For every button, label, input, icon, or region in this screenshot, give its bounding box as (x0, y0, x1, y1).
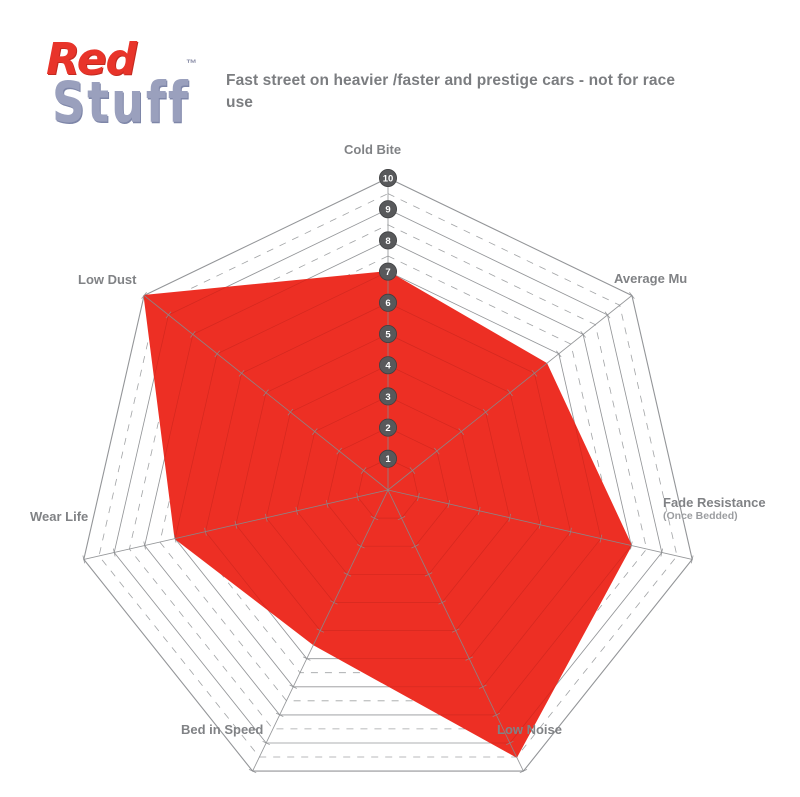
axis-label-fade-resistance: Fade Resistance (Once Bedded) (663, 495, 766, 523)
svg-text:4: 4 (385, 361, 391, 372)
radar-tick-badge-1: 1 (378, 449, 397, 468)
radar-spoke-layer (82, 177, 694, 774)
axis-label-sublabel: (Once Bedded) (663, 510, 738, 523)
svg-text:5: 5 (385, 329, 391, 340)
radar-tick-badge-2: 2 (378, 418, 397, 437)
radar-tick-badge-3: 3 (378, 387, 397, 406)
radar-tick-badge-10: 10 (378, 168, 397, 187)
svg-text:1: 1 (385, 454, 391, 465)
radar-tick-badge-4: 4 (378, 356, 397, 375)
axis-label-text: Cold Bite (344, 142, 402, 157)
axis-label-low-noise: Low Noise (497, 722, 562, 737)
svg-text:6: 6 (385, 298, 390, 309)
trademark-symbol: ™ (186, 58, 197, 70)
radar-tick-badges: 1 2 3 4 5 6 7 8 9 10 (378, 168, 397, 468)
svg-text:2: 2 (385, 423, 390, 434)
axis-label-text: Low Noise (497, 722, 563, 737)
svg-text:10: 10 (383, 173, 394, 184)
axis-label-text: Bed in Speed (181, 722, 264, 737)
brand-logo: Red Stuff ™ (36, 38, 216, 138)
axis-label-text: Fade Resistance (663, 495, 766, 510)
brand-logo-red-text: Red (46, 34, 137, 85)
axis-label-average-mu: Average Mu (614, 271, 687, 286)
radar-tick-badge-5: 5 (378, 324, 397, 343)
axis-label-bed-in-speed: Bed in Speed (181, 722, 263, 737)
svg-text:3: 3 (385, 392, 390, 403)
svg-text:9: 9 (385, 205, 390, 216)
axis-label-wear-life: Wear Life (30, 509, 88, 524)
svg-text:8: 8 (385, 236, 390, 247)
radar-tick-badge-6: 6 (378, 293, 397, 312)
axis-label-text: Wear Life (30, 509, 89, 524)
radar-tick-badge-8: 8 (378, 231, 397, 250)
radar-tick-badge-7: 7 (378, 262, 397, 281)
brand-logo-stuff-text: Stuff (52, 69, 190, 135)
axis-label-text: Low Dust (78, 272, 137, 287)
axis-label-text: Average Mu (614, 271, 688, 286)
svg-text:7: 7 (385, 267, 390, 278)
radar-tick-badge-9: 9 (378, 200, 397, 219)
headline-text: Fast street on heavier /faster and prest… (226, 72, 676, 111)
axis-label-cold-bite: Cold Bite (344, 142, 401, 157)
axis-label-low-dust: Low Dust (78, 272, 137, 287)
